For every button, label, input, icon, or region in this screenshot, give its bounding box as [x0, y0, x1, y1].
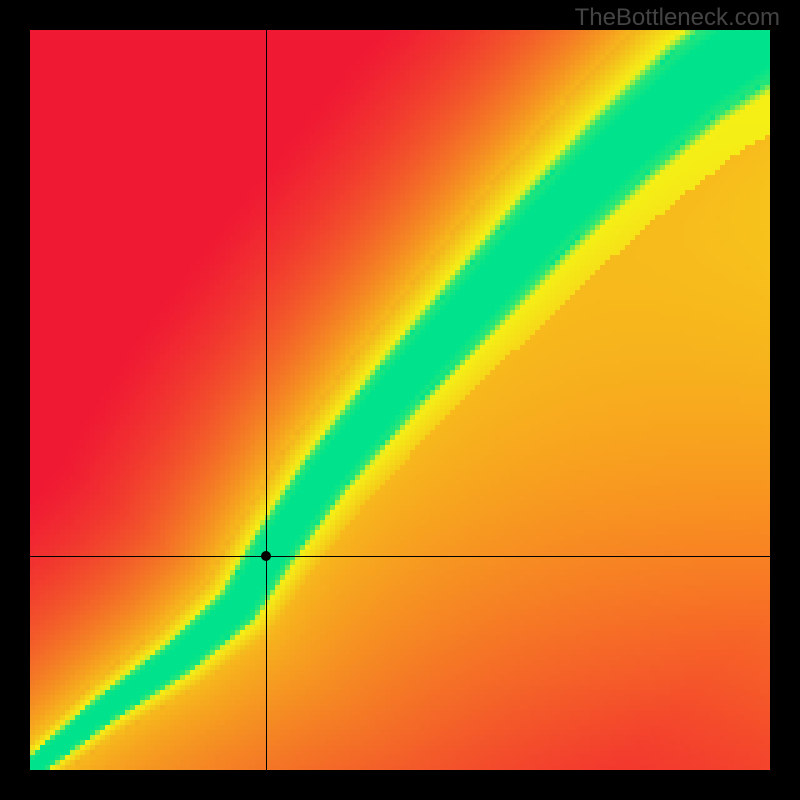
- crosshair-dot: [261, 551, 271, 561]
- chart-container: TheBottleneck.com: [0, 0, 800, 800]
- bottleneck-heatmap: [30, 30, 770, 770]
- crosshair-horizontal: [30, 556, 770, 557]
- crosshair-vertical: [266, 30, 267, 770]
- watermark-text: TheBottleneck.com: [575, 4, 780, 32]
